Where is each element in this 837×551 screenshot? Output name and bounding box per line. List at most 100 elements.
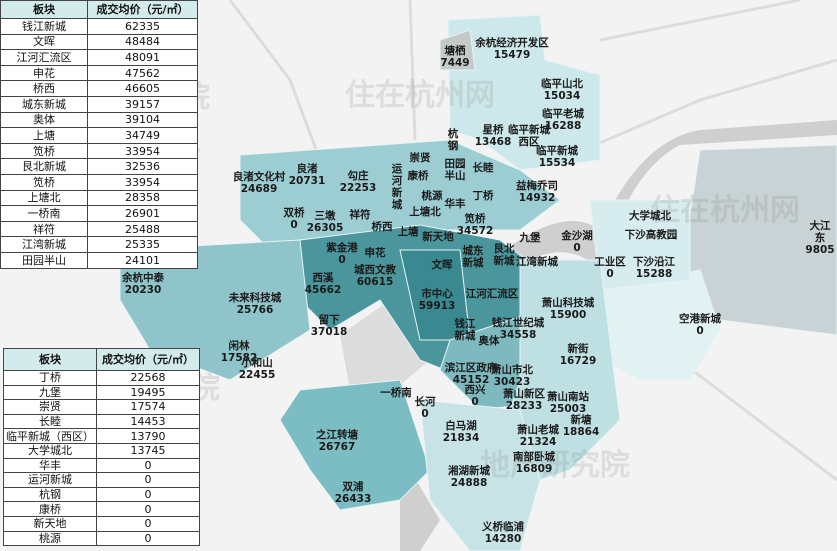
district-name: 长睦 <box>472 162 494 174</box>
district-label: 湘湖新城 24888 <box>448 465 490 489</box>
district-name: 临平老城 <box>542 108 584 120</box>
district-name: 钱江 新城 <box>454 318 476 342</box>
district-label: 城西文教 60615 <box>354 264 396 288</box>
district-label: 奥体 <box>479 335 500 347</box>
district-label: 运河新城 <box>391 163 403 211</box>
district-label: 闲林 17582 <box>221 340 258 364</box>
district-cell: 崇贤 <box>3 399 97 415</box>
table-row: 康桥 0 <box>3 501 200 517</box>
district-label: 空港新城 0 <box>679 313 721 337</box>
district-label: 下沙高教园 <box>625 229 678 241</box>
district-label: 新塘 18864 <box>563 414 600 438</box>
district-cell: 奥体 <box>0 111 88 129</box>
district-name: 城西文教 <box>354 264 396 276</box>
price-cell: 47562 <box>87 64 198 82</box>
district-price: 59913 <box>418 300 456 312</box>
table-row: 笕桥 33954 <box>0 142 198 160</box>
district-label: 萧山南站 25003 <box>547 391 589 415</box>
district-name: 下沙高教园 <box>624 229 678 241</box>
district-price: 0 <box>338 254 346 266</box>
district-price: 16288 <box>544 120 582 132</box>
price-cell: 0 <box>96 472 200 488</box>
district-price: 13468 <box>474 136 512 148</box>
district-price: 60615 <box>356 276 394 288</box>
table-row: 大学城北 13745 <box>3 442 200 459</box>
district-name: 江河汇流区 <box>465 288 519 300</box>
district-label: 长河 0 <box>415 396 436 420</box>
district-label: 星桥 13468 <box>475 124 512 148</box>
district-price: 0 <box>573 242 581 254</box>
district-price: 25766 <box>236 304 274 316</box>
district-label: 桃源 <box>422 190 443 202</box>
district-name: 湘湖新城 <box>448 465 490 477</box>
district-name: 双浦 <box>342 481 364 493</box>
district-name: 滨江区政府 <box>444 362 498 374</box>
region-yuhang-kaifaqu <box>447 14 601 171</box>
table-row: 奥体 39104 <box>0 111 198 129</box>
district-label: 双桥 0 <box>284 207 305 231</box>
district-name: 新塘 <box>570 414 592 426</box>
district-cell: 大学城北 <box>3 442 97 459</box>
watermark: 住在杭州网 <box>650 193 800 228</box>
district-label: 田园 半山 <box>445 158 466 182</box>
table-row: 上塘 34749 <box>0 127 198 144</box>
district-name: 小和山 <box>241 357 273 369</box>
qiantang-river <box>360 120 837 551</box>
district-label: 良渚 20731 <box>289 163 326 187</box>
district-price: 22253 <box>339 182 377 194</box>
district-name: 西兴 <box>464 384 486 396</box>
district-polygons <box>119 14 837 551</box>
district-price: 15034 <box>543 90 581 102</box>
district-price: 26433 <box>334 493 372 505</box>
price-cell: 0 <box>96 530 200 547</box>
district-name: 星桥 <box>482 124 504 136</box>
column-header: 板块 <box>3 348 97 371</box>
district-label: 崇贤 <box>410 152 431 164</box>
price-cell: 0 <box>96 501 200 517</box>
district-name: 祥符 <box>349 209 371 221</box>
district-price: 24888 <box>450 477 488 489</box>
table-row: 丁桥 22568 <box>3 370 200 386</box>
district-name: 上塘北 <box>409 206 441 218</box>
district-price: 16729 <box>559 355 597 367</box>
district-label: 小和山 22455 <box>239 357 276 381</box>
district-label: 西兴 0 <box>465 384 486 408</box>
district-label: 文晖 <box>432 259 453 271</box>
region-tangqi <box>439 29 476 71</box>
district-name: 闲林 <box>228 340 250 352</box>
district-cell: 华丰 <box>3 457 97 474</box>
district-cell: 申花 <box>0 64 88 82</box>
district-price: 0 <box>471 396 479 408</box>
district-price: 16809 <box>515 463 553 475</box>
district-label: 江河汇流区 <box>466 288 519 300</box>
district-name: 未来科技城 <box>228 292 282 304</box>
district-name: 双桥 <box>283 207 305 219</box>
district-label: 钱江 新城 <box>455 318 476 342</box>
district-name: 田园 半山 <box>444 158 466 182</box>
table-row: 祥符 25488 <box>0 220 198 238</box>
district-price: 24689 <box>240 183 278 195</box>
district-label: 上塘 <box>398 226 419 238</box>
district-name: 大江东 <box>809 220 831 244</box>
table-row: 运河新城 0 <box>3 472 200 488</box>
district-name: 长河 <box>414 396 436 408</box>
district-cell: 上塘 <box>0 127 88 144</box>
district-label: 上塘北 <box>409 206 441 218</box>
district-label: 江湾新城 <box>516 256 558 268</box>
district-price: 17582 <box>220 352 258 364</box>
district-name: 临平新城 <box>536 145 578 157</box>
price-table-top: 板块 成交均价（元/㎡） 钱江新城 62335 文晖 48484 江河汇流区 48091 申… <box>0 0 198 269</box>
price-cell: 25488 <box>87 220 198 238</box>
district-name: 新街 <box>567 343 589 355</box>
district-label: 未来科技城 25766 <box>229 292 282 316</box>
district-name: 临平山北 <box>541 78 583 90</box>
district-label: 康桥 <box>408 170 429 182</box>
district-name: 上塘 <box>397 226 419 238</box>
region-north-west <box>239 139 561 251</box>
district-price: 37018 <box>310 326 348 338</box>
district-price: 28233 <box>505 400 543 412</box>
price-cell: 48091 <box>87 49 198 66</box>
district-price: 34572 <box>456 225 494 237</box>
district-label: 留下 37018 <box>311 314 348 338</box>
district-price: 20731 <box>288 175 326 187</box>
